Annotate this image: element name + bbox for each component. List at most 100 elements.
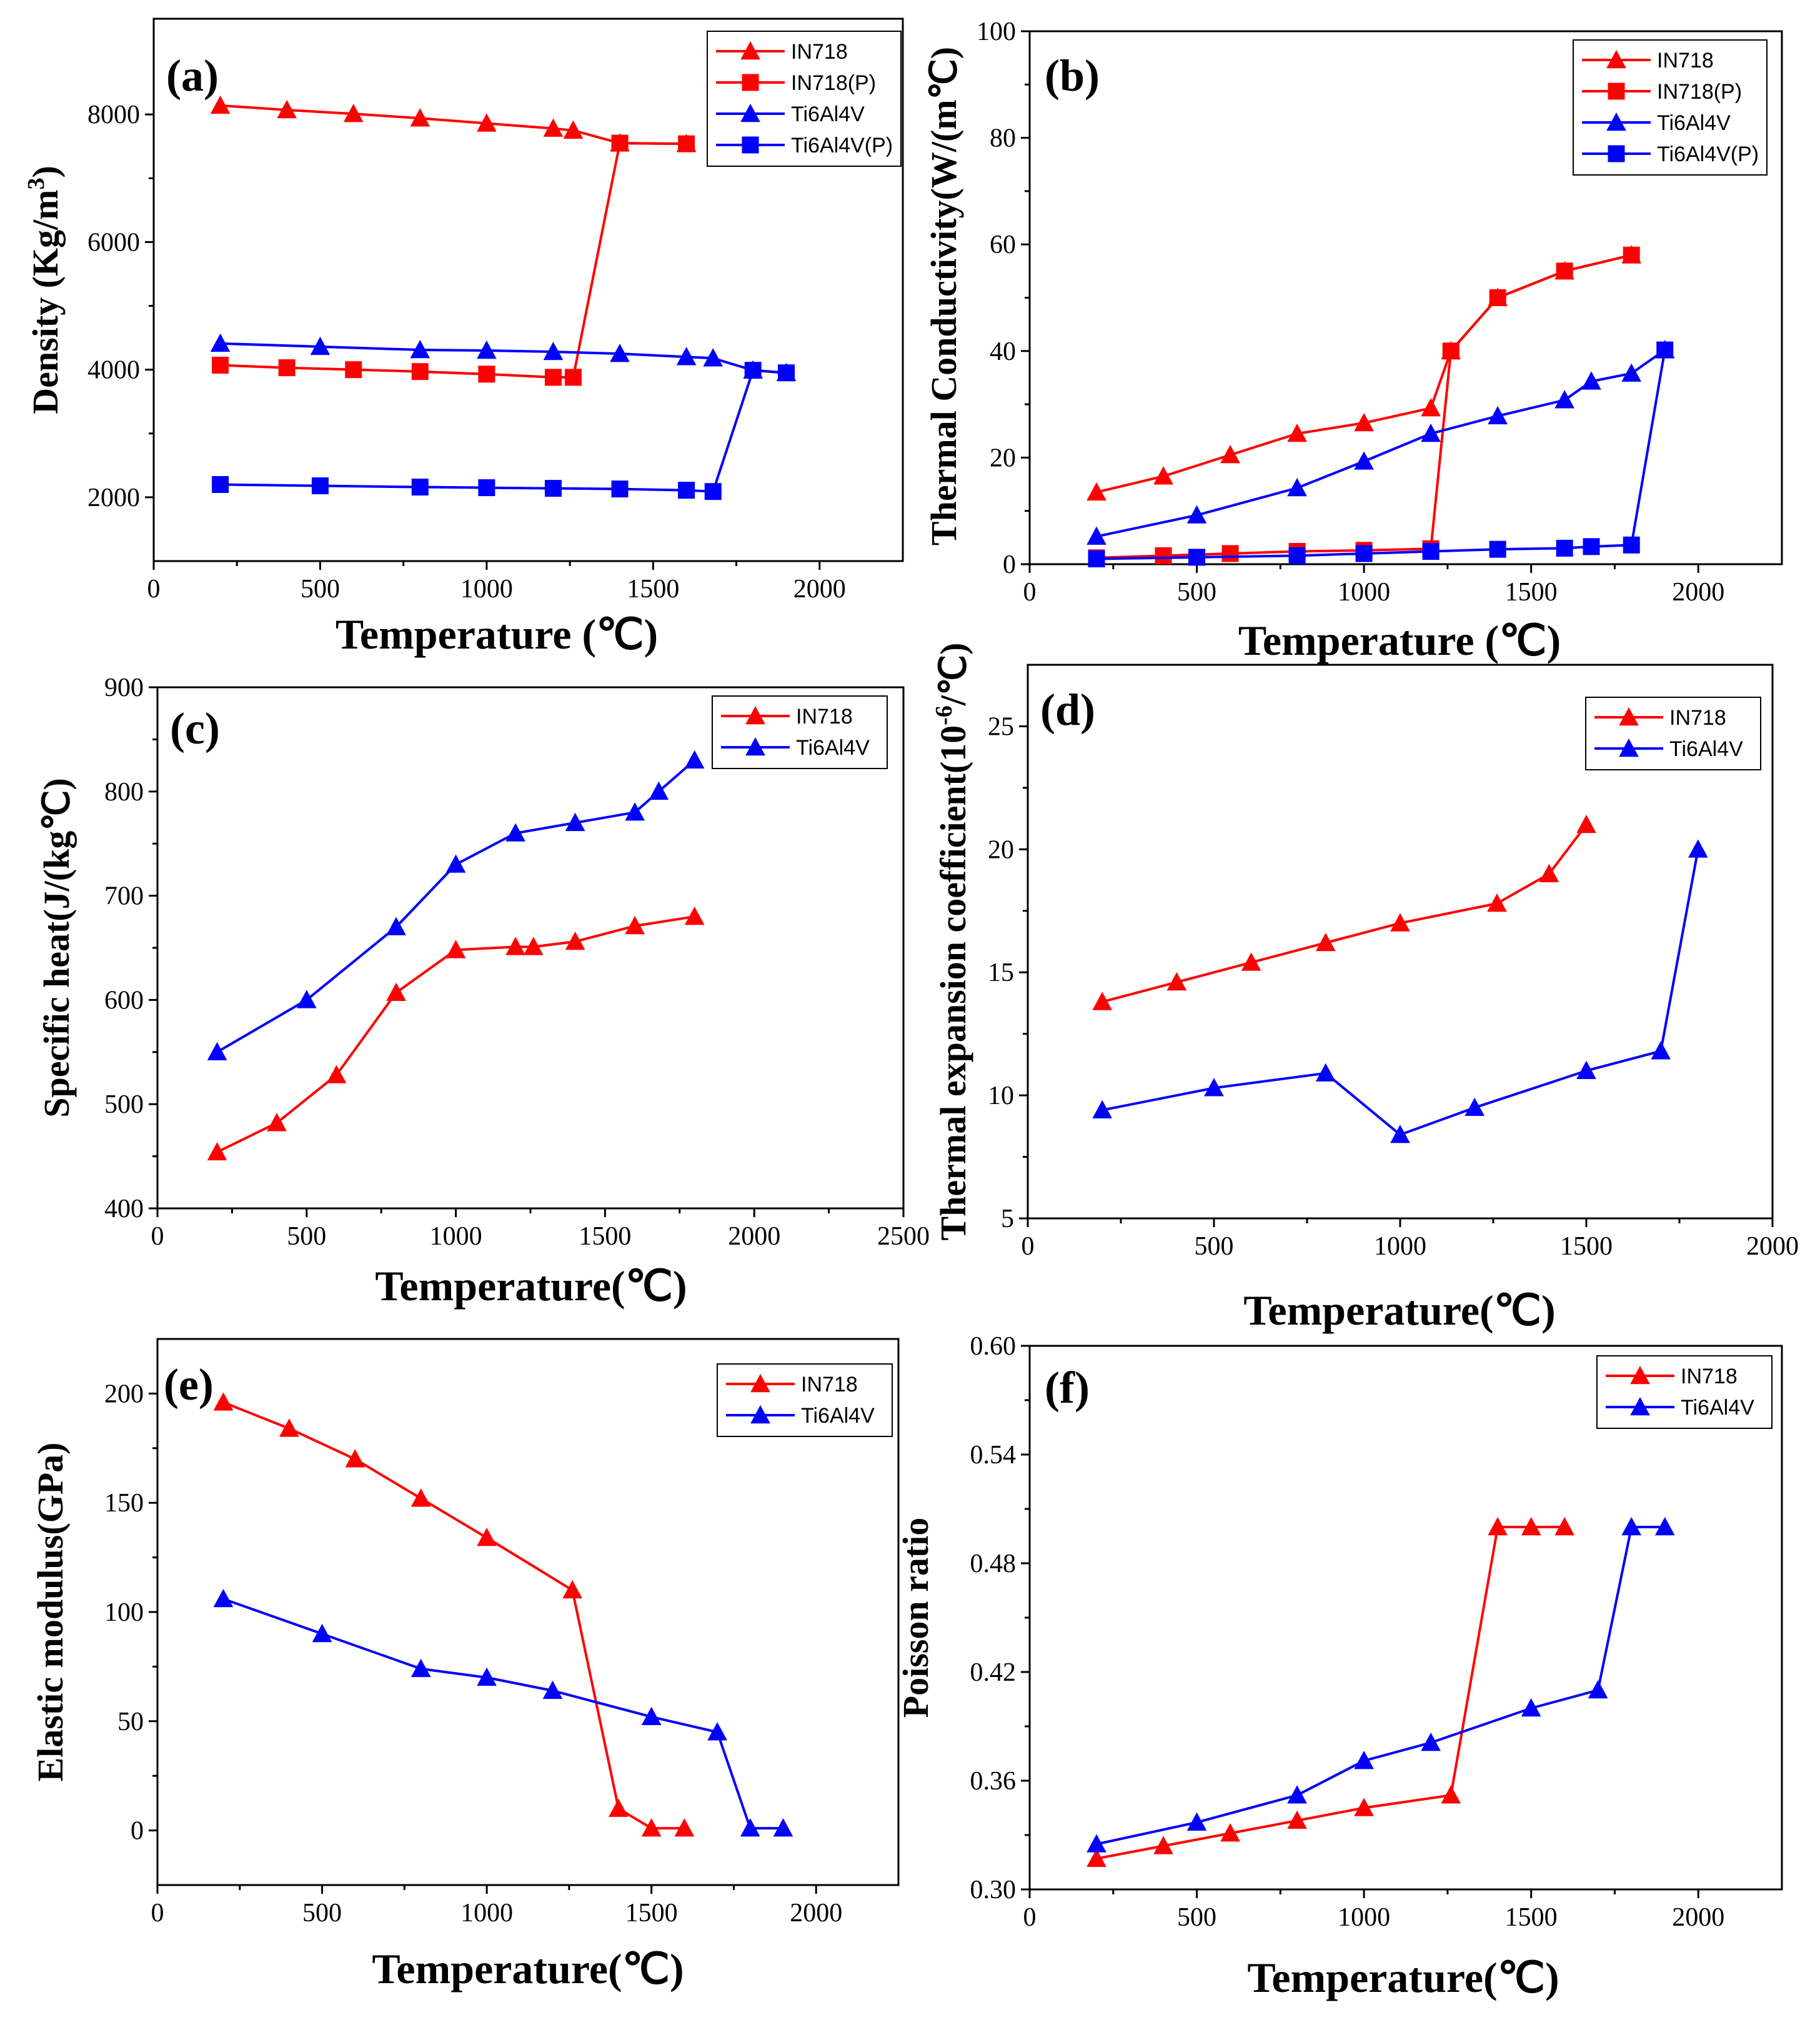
data-point [1583,538,1600,555]
legend-marker [745,737,765,756]
data-point [1554,1516,1575,1536]
data-point [1489,289,1506,306]
data-point [684,750,705,769]
data-point [1354,1751,1374,1769]
data-point [1087,1834,1106,1853]
data-point [210,95,231,114]
y-tick-label: 15 [988,958,1014,987]
data-point [1556,262,1573,280]
y-tick-label: 0.54 [970,1441,1017,1470]
data-point [1220,1823,1240,1842]
series-line [222,1598,783,1830]
data-point [1287,1785,1307,1804]
y-axis-title: Density (Kg/m3) [23,166,66,414]
data-point [704,483,722,500]
data-point [386,982,406,1001]
data-point [411,363,429,381]
data-point [565,931,585,950]
series-ti6al4v [1087,340,1675,545]
data-point [505,937,525,955]
data-point [611,480,629,498]
series-in718 [1087,1516,1575,1867]
x-tick-label: 2500 [877,1222,930,1251]
y-tick-label: 10 [988,1082,1014,1110]
legend-label: IN718 [1657,49,1714,72]
legend-label: Ti6Al4V [1669,737,1743,761]
data-point [477,113,497,132]
data-point [625,802,645,821]
data-point [1576,814,1596,833]
y-tick-label: 50 [117,1708,144,1736]
y-tick-label: 900 [104,674,144,702]
data-point [625,915,645,935]
data-point [1355,545,1373,562]
x-tick-label: 2000 [793,575,846,604]
x-tick-label: 500 [1195,1232,1234,1261]
y-tick-label: 80 [990,124,1016,153]
data-point [1421,1733,1441,1751]
x-tick-label: 1500 [579,1222,631,1251]
series-line [1096,349,1666,560]
data-point [207,1142,227,1161]
x-tick-label: 1000 [460,575,513,604]
data-point [410,1488,431,1507]
data-point [212,356,229,374]
x-tick-label: 500 [1177,1903,1216,1932]
legend-box [717,1363,893,1437]
data-point [1288,547,1306,564]
x-axis-title: Temperature (℃) [336,610,658,658]
legend-marker [1608,82,1625,100]
data-point [1221,545,1239,562]
data-point [1489,540,1506,558]
data-point [477,1528,497,1546]
data-point [1087,526,1106,545]
data-point [707,1722,727,1741]
y-axis-title-main: Specific heat(J/(kg℃) [36,778,77,1118]
series-ti6al4v-p- [1088,341,1674,567]
y-axis-title-main: Elastic modulus(GPa) [30,1443,71,1782]
data-point [678,482,695,499]
x-tick-label: 2000 [790,1899,842,1928]
legend-marker [1630,1365,1650,1385]
legend-label: Ti6Al4V(P) [1657,142,1759,166]
y-tick-label: 0.48 [970,1550,1017,1578]
data-point [1287,477,1307,497]
x-tick-label: 0 [147,575,161,604]
y-tick-label: 800 [104,778,144,807]
y-axis-title-main: Thermal Conductivity(W/(m℃) [923,47,964,545]
data-point [1287,423,1307,442]
data-point [1390,913,1410,932]
data-point [1576,1060,1596,1079]
data-point [1088,550,1105,567]
y-tick-label: 0.30 [970,1876,1017,1904]
data-point [345,1449,365,1468]
y-tick-label: 100 [977,17,1016,46]
legend-marker [1630,1396,1650,1416]
y-tick-label: 2000 [87,484,140,512]
y-tick-label: 0 [131,1817,144,1846]
x-tick-label: 0 [151,1899,164,1928]
legend-marker [1619,738,1639,757]
data-point [278,359,296,377]
legend-label: IN718 [801,1373,858,1396]
data-point [777,364,795,382]
data-point [410,108,430,127]
data-point [311,477,329,495]
x-tick-label: 0 [1023,1903,1037,1932]
series-line [220,369,787,493]
data-point [1153,1836,1173,1854]
legend-label: Ti6Al4V [801,1404,875,1428]
data-point [279,1418,299,1437]
legend-label: Ti6Al4V [791,102,865,126]
data-point [312,1623,332,1643]
plot-frame [152,17,904,562]
panel-label: (e) [164,1360,214,1410]
data-point [773,1818,793,1837]
data-point [1621,363,1642,382]
data-point [477,1667,497,1686]
data-point [563,120,584,139]
data-point [505,823,525,842]
panel-label: (c) [170,704,220,754]
data-point [1155,547,1172,564]
